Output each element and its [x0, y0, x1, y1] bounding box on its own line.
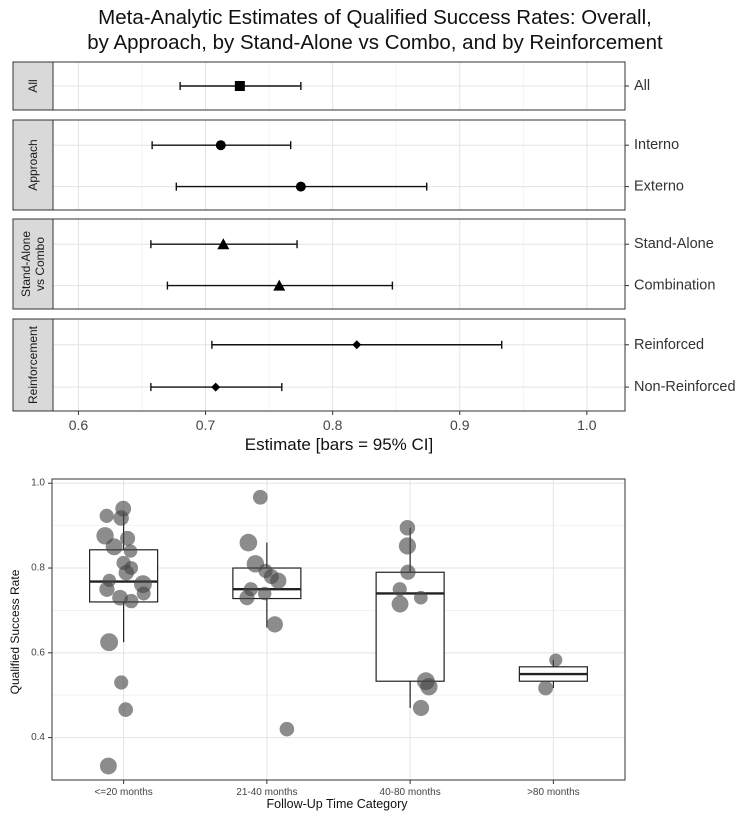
facet-strip-label: Stand-Alone — [19, 231, 33, 297]
data-point-40-80-months — [400, 564, 416, 580]
box-40-80-months — [375, 571, 445, 682]
x-tick-label: 1.0 — [577, 417, 597, 433]
estimate-point-all — [234, 81, 245, 91]
box-plot: 0.4 0.6 0.8 1.0 <=20 months 21-40 months 40-80… — [8, 478, 626, 811]
forest-plot: Meta-Analytic Estimates of Qualified Suc… — [12, 6, 736, 454]
data-point-20-months — [114, 675, 129, 690]
data-point-20-months — [99, 508, 114, 523]
facet-strip-label: Reinforcement — [26, 325, 40, 404]
panel-border — [52, 61, 626, 111]
data-point-20-months — [118, 564, 135, 581]
panel-border — [52, 119, 626, 211]
facet-strip-label: All — [26, 79, 40, 92]
data-point-20-months — [113, 510, 129, 526]
row-label-non-reinforced: Non-Reinforced — [634, 379, 736, 395]
estimate-point-stand-alone — [217, 238, 230, 250]
x-tick-label-20-months: <=20 months — [94, 787, 152, 798]
chart-title-line2: by Approach, by Stand-Alone vs Combo, an… — [87, 31, 663, 54]
data-point-21-40-months — [257, 586, 272, 601]
data-point-20-months — [118, 702, 134, 717]
panel-border — [52, 218, 626, 310]
estimate-point-non-reinforced — [211, 382, 221, 392]
y-tick-label: 0.8 — [31, 563, 45, 574]
estimate-point-combination — [273, 279, 286, 291]
panel-background — [53, 319, 625, 411]
x-tick-label: 0.9 — [450, 417, 470, 433]
estimate-point-interno — [215, 140, 226, 151]
facet-strip-stand-alone-vs-combo — [12, 218, 54, 310]
facet-strip-label: vs Combo — [33, 237, 47, 291]
data-point-20-months — [100, 633, 119, 652]
data-point-20-months — [123, 544, 138, 558]
panel-background — [53, 219, 625, 309]
data-point-40-80-months — [413, 590, 428, 605]
data-point-21-40-months — [252, 489, 268, 505]
x-tick-label: 0.8 — [323, 417, 343, 433]
data-point-40-80-months — [399, 520, 416, 536]
x-tick-label-40-80-months: 40-80 months — [380, 787, 441, 798]
forest-x-axis-title: Estimate [bars = 95% CI] — [245, 435, 434, 454]
plot-border — [51, 478, 626, 781]
panel-border — [52, 318, 626, 412]
data-point-80-months — [538, 680, 554, 696]
row-label-interno: Interno — [634, 137, 679, 153]
data-point-40-80-months — [392, 582, 407, 597]
y-tick-label: 0.6 — [31, 647, 45, 658]
box-layers: 0.4 0.6 0.8 1.0 <=20 months 21-40 months 40-80… — [31, 478, 626, 798]
facet-strip-approach — [12, 119, 54, 211]
x-tick-label: 0.7 — [196, 417, 216, 433]
x-tick-label-21-40-months: 21-40 months — [236, 787, 297, 798]
row-label-externo: Externo — [634, 179, 684, 195]
data-point-21-40-months — [266, 616, 283, 633]
panel-background — [53, 120, 625, 210]
data-point-21-40-months — [279, 721, 295, 737]
x-tick-label: 0.6 — [69, 417, 89, 433]
facet-strip-all — [12, 61, 54, 111]
data-point-40-80-months — [420, 678, 438, 696]
data-point-20-months — [136, 586, 151, 601]
row-label-all: All — [634, 78, 650, 94]
data-point-20-months — [123, 593, 139, 609]
data-point-21-40-months — [270, 572, 287, 589]
data-point-40-80-months — [412, 699, 430, 717]
estimate-point-externo — [295, 181, 306, 192]
data-point-80-months — [549, 653, 563, 667]
x-tick-label-80-months: >80 months — [527, 787, 580, 798]
row-label-combination: Combination — [634, 278, 715, 294]
row-label-stand-alone: Stand-Alone — [634, 236, 714, 252]
estimate-point-reinforced — [352, 340, 362, 350]
y-tick-label: 0.4 — [31, 732, 45, 743]
plot-background — [52, 479, 625, 780]
data-point-20-months — [105, 538, 123, 556]
data-point-20-months — [99, 581, 115, 597]
data-point-20-months — [99, 757, 117, 775]
data-point-20-months — [120, 530, 136, 546]
data-point-40-80-months — [398, 537, 417, 555]
box-x-axis-title: Follow-Up Time Category — [266, 797, 408, 811]
y-tick-label: 1.0 — [31, 478, 45, 489]
facet-strip-label: Approach — [26, 139, 40, 190]
data-point-21-40-months — [239, 590, 255, 606]
data-point-40-80-months — [391, 595, 409, 613]
box-y-axis-title: Qualified Success Rate — [8, 569, 22, 694]
facet-strip-reinforcement — [12, 318, 54, 412]
chart-title-line1: Meta-Analytic Estimates of Qualified Suc… — [98, 6, 652, 29]
data-point-21-40-months — [239, 533, 258, 552]
row-label-reinforced: Reinforced — [634, 337, 704, 353]
